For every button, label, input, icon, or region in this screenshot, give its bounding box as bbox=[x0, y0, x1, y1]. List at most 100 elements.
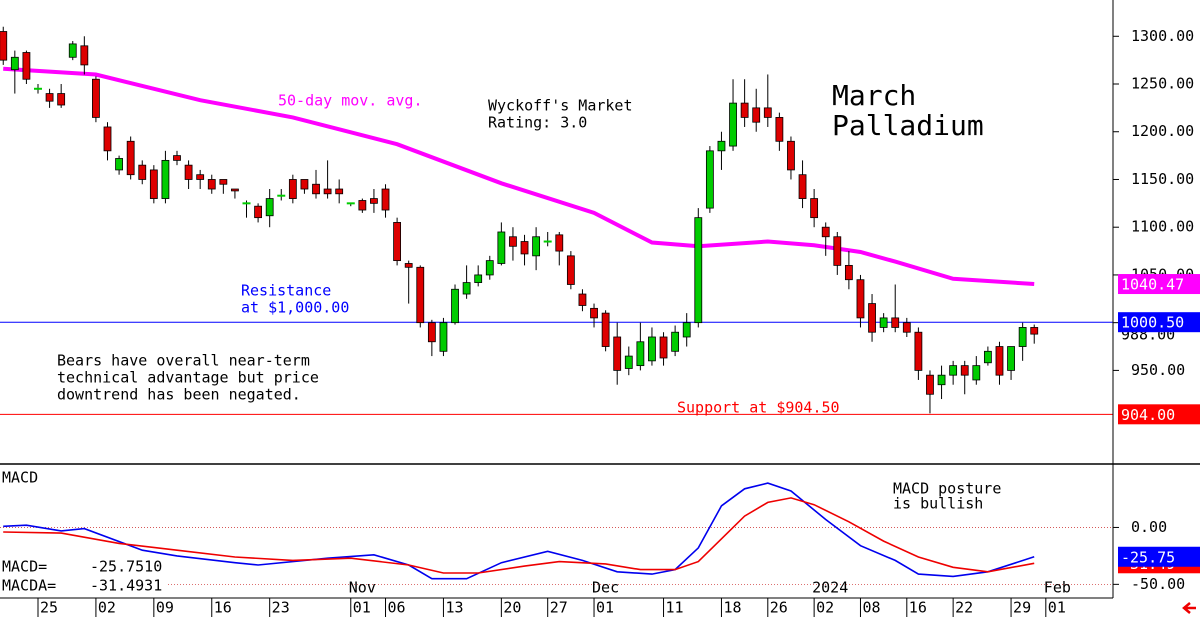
candle-body bbox=[520, 241, 529, 255]
period-label: Feb bbox=[1044, 579, 1071, 597]
rating: Wyckoff's Market bbox=[488, 97, 633, 115]
candle-body bbox=[485, 260, 494, 276]
candle-body bbox=[566, 255, 575, 285]
comment: technical advantage but price bbox=[57, 369, 319, 387]
readout-name: MACD= bbox=[2, 558, 47, 576]
candle-body bbox=[532, 236, 541, 257]
candle-body bbox=[497, 231, 506, 264]
x-tick-label: 16 bbox=[909, 599, 927, 617]
candle-body bbox=[752, 107, 761, 123]
candle-body bbox=[671, 331, 680, 352]
candle-body bbox=[451, 288, 459, 324]
y-tick-label: 1200.00 bbox=[1131, 122, 1194, 140]
candle-body bbox=[68, 43, 77, 58]
candle-body bbox=[717, 140, 726, 152]
series-line bbox=[3, 497, 1035, 574]
series-line bbox=[3, 66, 1035, 286]
candle-body bbox=[10, 56, 19, 71]
x-tick-label: 02 bbox=[816, 599, 834, 617]
candle-body bbox=[231, 188, 239, 192]
macd-title: MACD bbox=[2, 469, 38, 487]
candle-body bbox=[462, 282, 471, 295]
candle-body bbox=[80, 45, 89, 66]
candle-body bbox=[555, 234, 564, 252]
rating: Rating: 3.0 bbox=[488, 114, 587, 132]
candle-body bbox=[416, 266, 425, 324]
period-label: Nov bbox=[349, 579, 376, 597]
y-tick-label: -50.00 bbox=[1131, 575, 1185, 593]
y-tick-label: 1150.00 bbox=[1131, 170, 1194, 188]
candle-body bbox=[891, 317, 900, 328]
candle-body bbox=[404, 263, 413, 268]
candle-body bbox=[682, 322, 691, 338]
y-tick-label: 950.00 bbox=[1131, 361, 1185, 379]
period-label: Dec bbox=[592, 579, 619, 597]
macd-note: is bullish bbox=[893, 495, 983, 513]
candle-body bbox=[509, 236, 517, 247]
candle-body bbox=[173, 155, 181, 161]
price-tag-label: 1000.50 bbox=[1121, 314, 1184, 332]
candle-body bbox=[439, 322, 448, 352]
candle-body bbox=[115, 158, 123, 171]
resistance-note: at $1,000.00 bbox=[241, 299, 349, 317]
candle-body bbox=[960, 365, 969, 376]
price-tag bbox=[1118, 546, 1200, 567]
price-tag bbox=[1118, 404, 1200, 425]
candle-body bbox=[624, 355, 633, 369]
scroll-arrow[interactable] bbox=[1182, 602, 1196, 614]
candle-body bbox=[265, 198, 274, 217]
candle-body bbox=[879, 317, 888, 328]
macd-note: MACD posture bbox=[893, 480, 1001, 498]
candle-body bbox=[393, 222, 402, 262]
candle-body bbox=[196, 174, 205, 180]
candle-body bbox=[983, 350, 992, 364]
candle-body bbox=[138, 164, 147, 180]
candle-body bbox=[937, 374, 946, 386]
candle-body bbox=[184, 164, 193, 180]
candle-body bbox=[474, 274, 483, 283]
candle-body bbox=[763, 107, 772, 118]
candle-body bbox=[219, 179, 228, 185]
candle-body bbox=[335, 188, 344, 195]
candle-body bbox=[972, 365, 981, 381]
candle-body bbox=[312, 183, 320, 195]
candle-body bbox=[868, 303, 876, 333]
x-tick-label: 01 bbox=[353, 599, 371, 617]
candle-body bbox=[161, 159, 170, 199]
series-line bbox=[3, 482, 1035, 580]
candle-body bbox=[821, 226, 830, 238]
candle-body bbox=[427, 322, 436, 343]
x-tick-label: 01 bbox=[1048, 599, 1066, 617]
candle-body bbox=[358, 200, 367, 211]
y-tick-label: 1100.00 bbox=[1131, 218, 1194, 236]
candle-body bbox=[323, 188, 332, 195]
price-tag bbox=[1118, 312, 1200, 333]
candle-body bbox=[648, 336, 656, 362]
candle-body bbox=[254, 205, 262, 219]
x-tick-label: 09 bbox=[156, 599, 174, 617]
price-tag-label: -25.75 bbox=[1121, 548, 1175, 566]
candle-body bbox=[288, 179, 297, 199]
candle-body bbox=[126, 140, 135, 176]
candle-body bbox=[57, 93, 66, 106]
candle-body bbox=[659, 336, 668, 359]
x-tick-label: 23 bbox=[272, 599, 290, 617]
candle-body bbox=[1030, 327, 1039, 335]
candle-body bbox=[636, 341, 645, 367]
candle-body bbox=[370, 198, 378, 204]
resistance-note: Resistance bbox=[241, 282, 331, 300]
candle-body bbox=[1007, 346, 1015, 371]
x-tick-label: 18 bbox=[723, 599, 741, 617]
x-tick-label: 29 bbox=[1013, 599, 1031, 617]
comment: downtrend has been negated. bbox=[57, 386, 301, 404]
chart-title: Palladium bbox=[832, 109, 984, 142]
candle-body bbox=[844, 264, 853, 281]
candle-body bbox=[775, 117, 784, 142]
x-tick-label: 11 bbox=[666, 599, 684, 617]
candle-body bbox=[833, 236, 842, 266]
candle-body bbox=[578, 293, 587, 306]
candle-body bbox=[914, 331, 923, 371]
